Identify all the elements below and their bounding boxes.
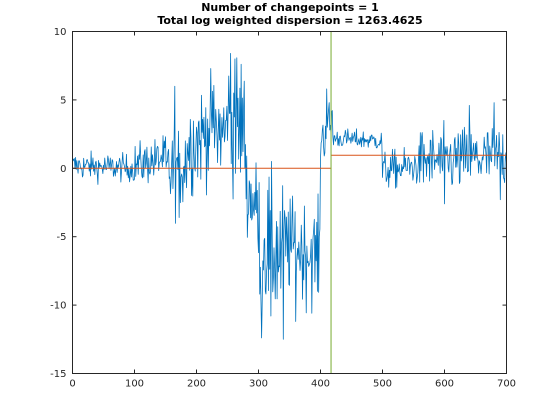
- x-tick-label: 300: [249, 379, 268, 390]
- x-tick-label: 0: [69, 379, 75, 390]
- x-tick-label: 500: [373, 379, 392, 390]
- x-tick-label: 600: [435, 379, 454, 390]
- chart-title-line-1: Number of changepoints = 1: [201, 1, 379, 14]
- y-tick-label: -5: [57, 232, 67, 243]
- plot-frame: [72, 31, 507, 374]
- y-tick-label: 0: [60, 164, 66, 175]
- y-tick-label: 10: [54, 27, 67, 38]
- signal-series-line: [72, 52, 507, 340]
- y-tick-label: 5: [60, 95, 66, 106]
- y-tick-label: -10: [50, 301, 66, 312]
- x-tick-label: 100: [125, 379, 144, 390]
- y-axis: -15 -10 -5 0 5 10: [50, 27, 507, 380]
- x-tick-label: 200: [187, 379, 206, 390]
- x-tick-label: 700: [497, 379, 516, 390]
- x-tick-label: 400: [311, 379, 330, 390]
- y-tick-label: -15: [50, 369, 66, 380]
- x-axis: 0 100 200 300 400 500 600 700: [69, 31, 516, 390]
- chart-title-line-2: Total log weighted dispersion = 1263.462…: [157, 14, 422, 27]
- plot-area: [72, 31, 507, 374]
